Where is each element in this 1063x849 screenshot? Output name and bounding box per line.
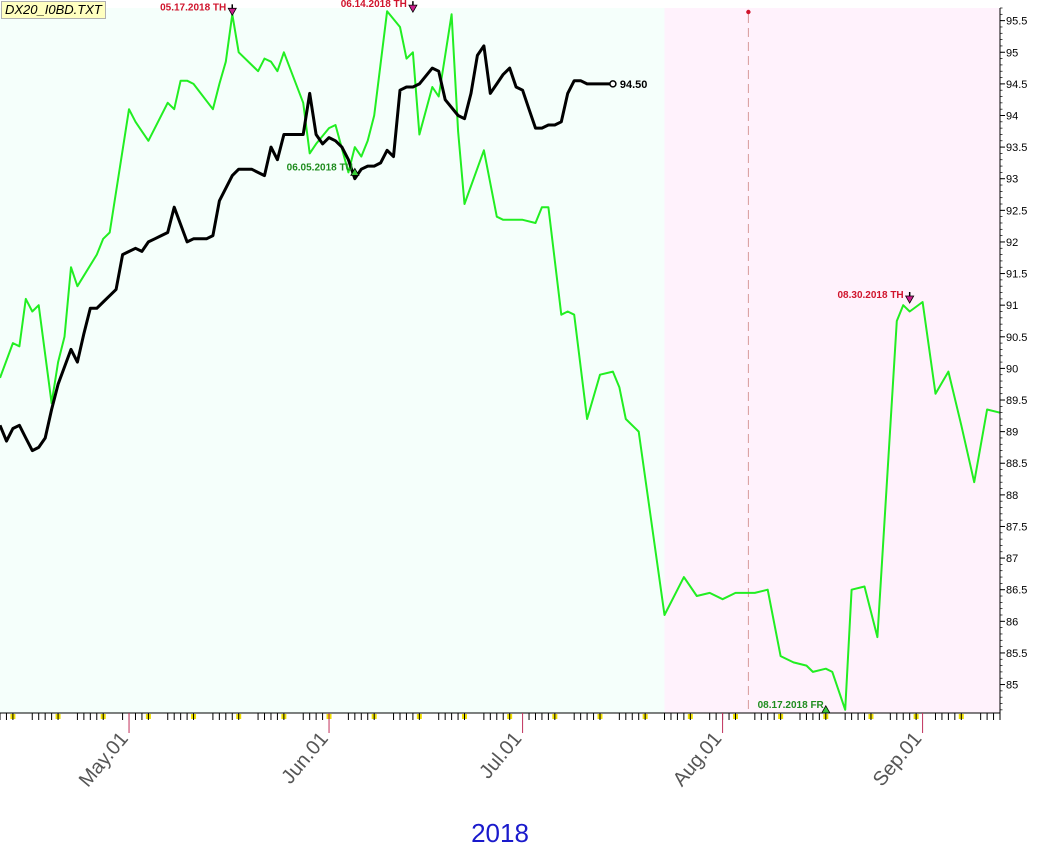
x-tick-label: Aug.01 bbox=[669, 728, 727, 791]
end-value-label: 94.50 bbox=[620, 79, 648, 91]
y-tick-label: 88 bbox=[1006, 490, 1018, 502]
y-tick-label: 89.5 bbox=[1006, 395, 1027, 407]
y-tick-label: 90 bbox=[1006, 363, 1018, 375]
y-tick-label: 86.5 bbox=[1006, 585, 1027, 597]
background-region-2 bbox=[664, 8, 1000, 713]
y-tick-label: 88.5 bbox=[1006, 458, 1027, 470]
y-tick-label: 85 bbox=[1006, 680, 1018, 692]
x-tick-label: Jun.01 bbox=[277, 728, 332, 788]
file-name-label: DX20_I0BD.TXT bbox=[1, 1, 106, 19]
peak-annotation-label-2: 06.14.2018 TH bbox=[341, 0, 407, 10]
x-tick-label: Sep.01 bbox=[869, 728, 927, 791]
vertical-marker bbox=[746, 9, 751, 713]
x-tick-label: Jul.01 bbox=[475, 728, 526, 783]
peak-arrow-icon-2 bbox=[408, 4, 418, 13]
trough-annotation-label-5: 08.17.2018 FR bbox=[758, 700, 825, 711]
y-tick-label: 85.5 bbox=[1006, 648, 1027, 660]
y-tick-label: 91.5 bbox=[1006, 269, 1027, 281]
marker-top-dot bbox=[746, 9, 751, 15]
series-lines: 94.50 bbox=[0, 10, 1001, 711]
y-tick-label: 95.5 bbox=[1006, 16, 1027, 28]
end-value-marker bbox=[609, 80, 617, 88]
y-tick-label: 90.5 bbox=[1006, 332, 1027, 344]
peak-annotation-label-1: 05.17.2018 TH bbox=[160, 2, 226, 13]
y-tick-label: 92.5 bbox=[1006, 205, 1027, 217]
y-tick-label: 87 bbox=[1006, 553, 1018, 565]
trough-annotation-label-3: 06.05.2018 TU bbox=[287, 162, 353, 173]
y-tick-label: 89 bbox=[1006, 427, 1018, 439]
x-tick-label: May.01 bbox=[75, 728, 133, 791]
peak-arrow-icon-4 bbox=[904, 295, 915, 304]
y-tick-label: 87.5 bbox=[1006, 521, 1027, 533]
y-tick-label: 92 bbox=[1006, 237, 1018, 249]
background-region-1 bbox=[0, 8, 665, 713]
y-tick-label: 91 bbox=[1006, 300, 1018, 312]
y-tick-label: 94.5 bbox=[1006, 79, 1027, 91]
peak-annotation-label-4: 08.30.2018 TH bbox=[838, 290, 904, 301]
x-axis-label: 2018 bbox=[471, 818, 529, 848]
peak-arrow-icon-1 bbox=[227, 7, 237, 17]
series-line-1 bbox=[0, 10, 1001, 711]
y-tick-label: 95 bbox=[1006, 47, 1018, 59]
y-tick-label: 94 bbox=[1006, 110, 1018, 122]
y-tick-label: 86 bbox=[1006, 616, 1018, 628]
series-line-2 bbox=[0, 44, 613, 453]
trough-arrow-icon-3 bbox=[350, 167, 360, 176]
y-tick-label: 93 bbox=[1006, 174, 1018, 186]
annotations: 05.17.2018 TH 06.14.2018 TH 06.05.2018 TU 0… bbox=[160, 0, 915, 714]
y-tick-label: 93.5 bbox=[1006, 142, 1027, 154]
